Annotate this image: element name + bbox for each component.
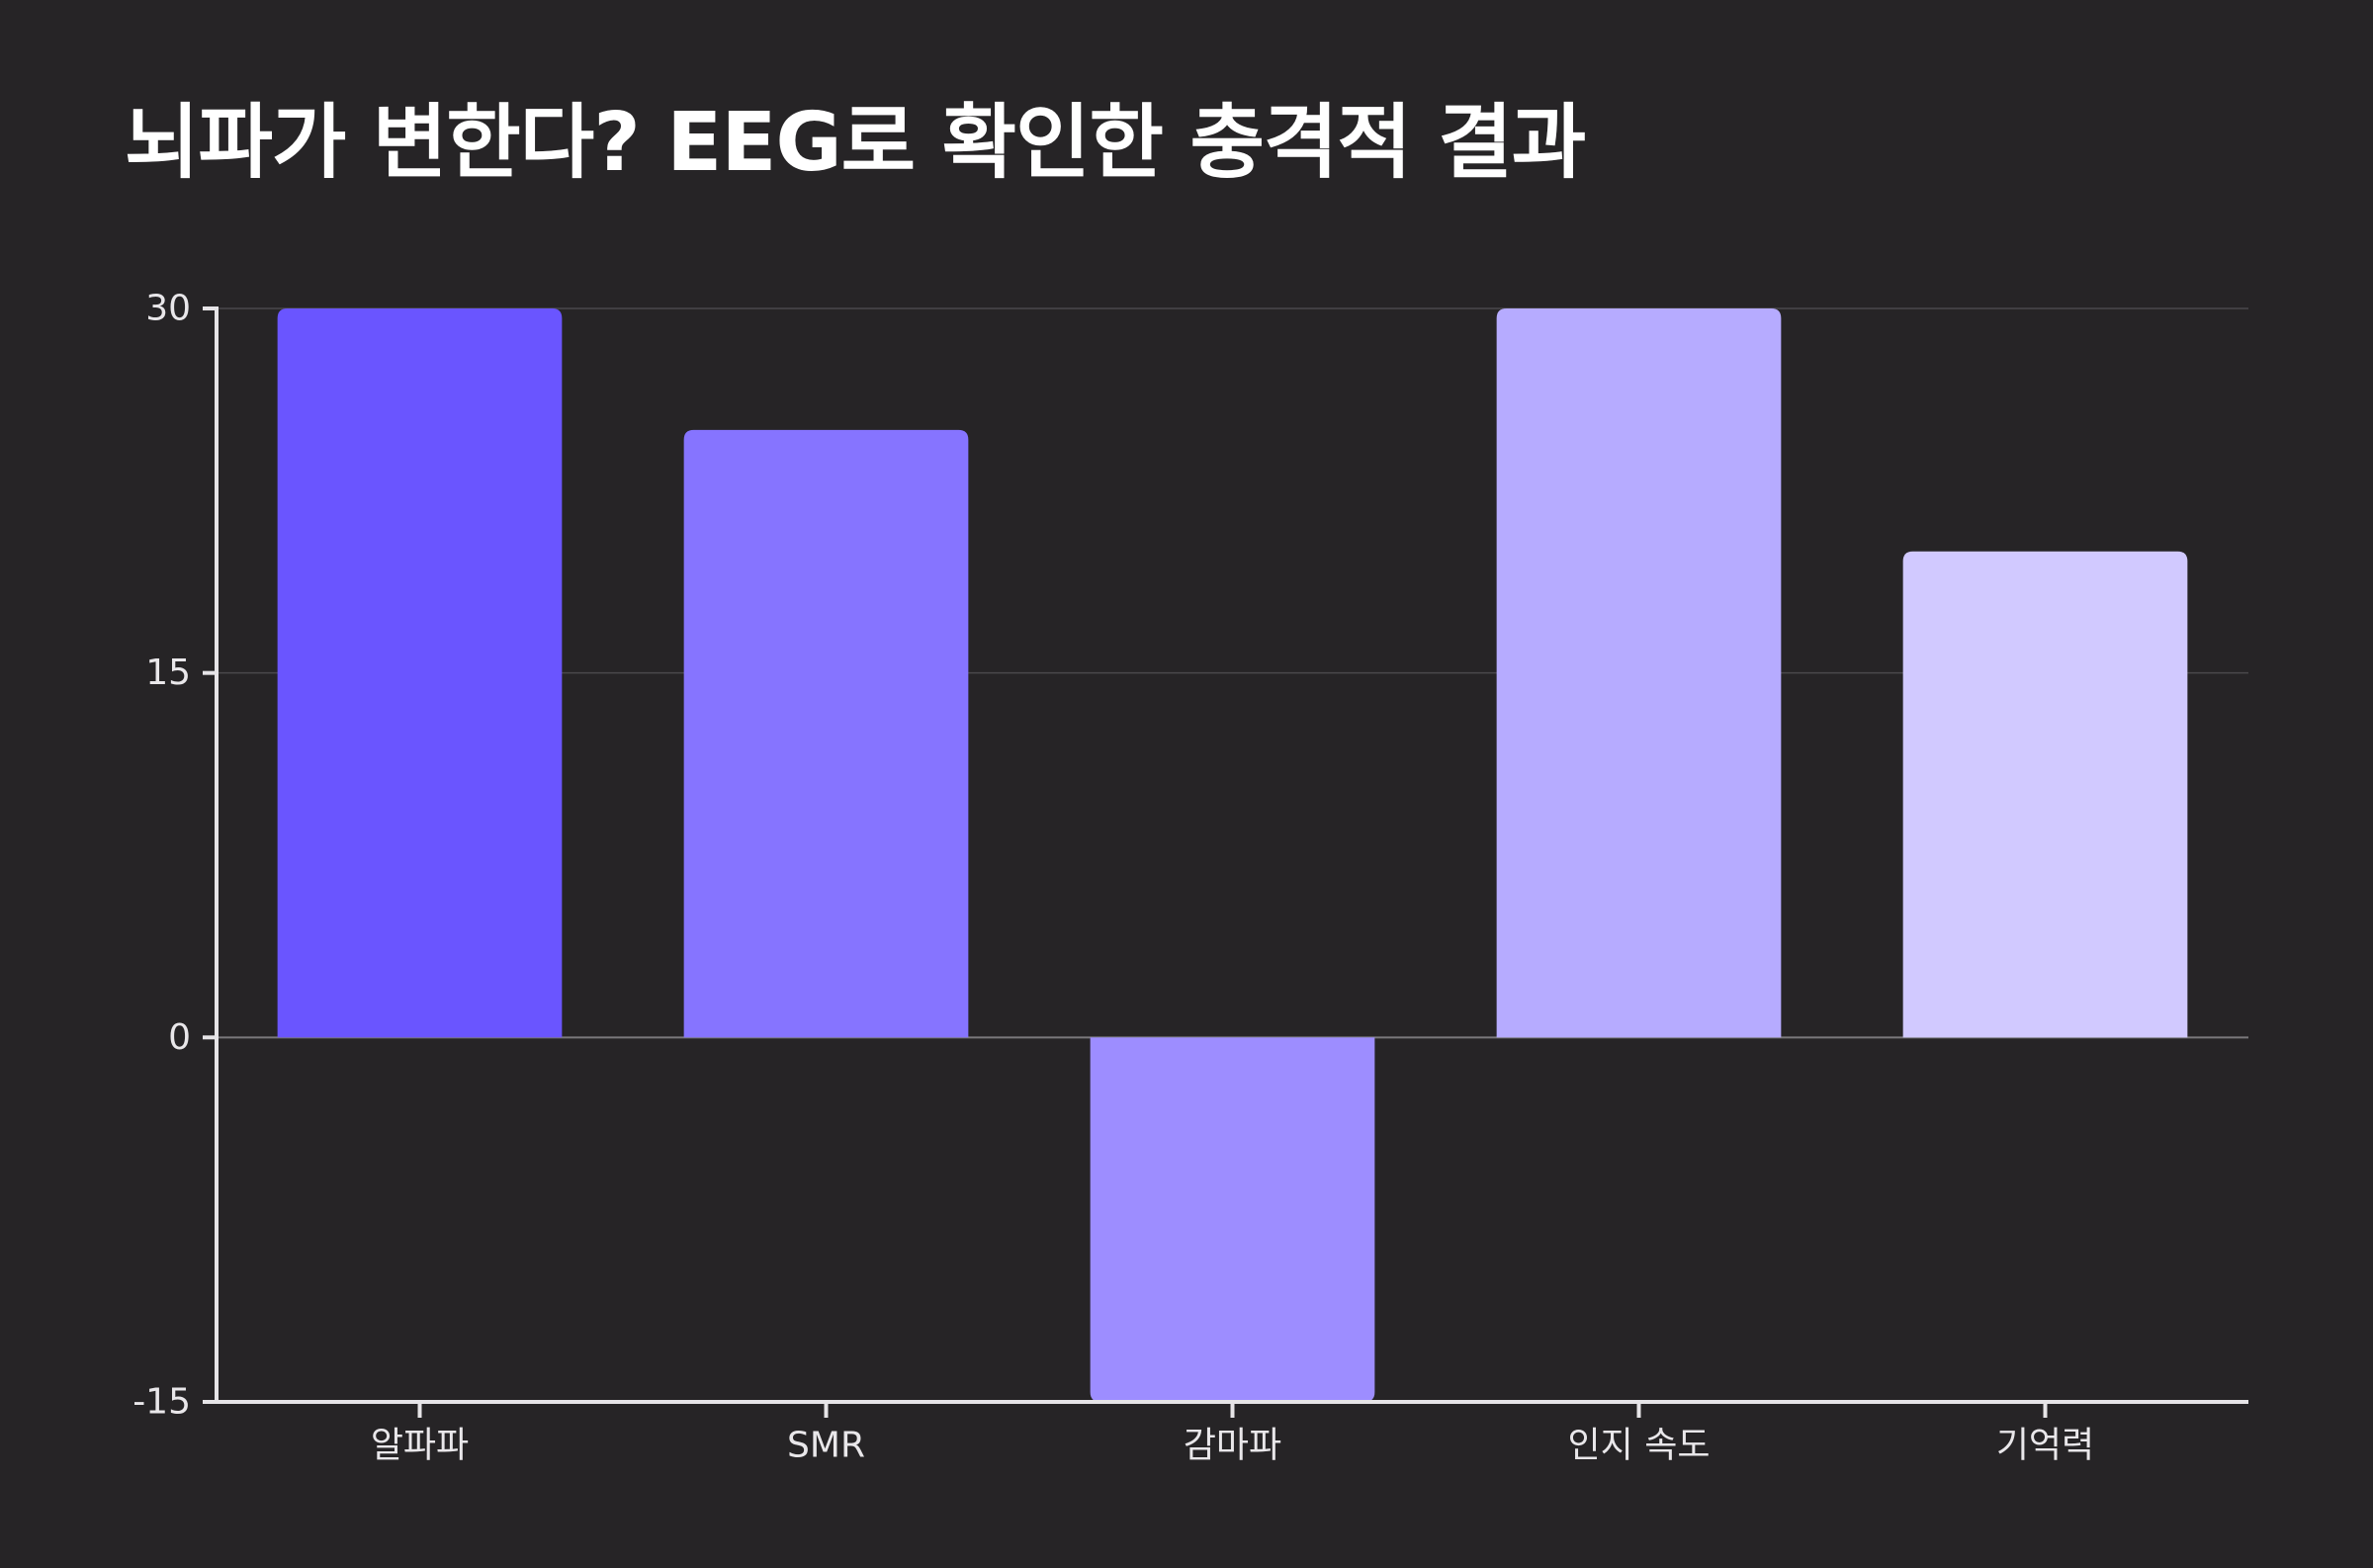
y-tick-label: 15 bbox=[145, 653, 191, 693]
x-tick-label: 알파파 bbox=[371, 1426, 469, 1466]
tick-labels: 30 15 0 -15 알파파 SMR 감마파 인지 속도 기억력 bbox=[132, 289, 2094, 1466]
axes bbox=[203, 306, 2248, 1418]
chart-title: 뇌파가 변한다? EEG로 확인한 충격적 결과 bbox=[125, 96, 1586, 190]
x-tick-label: 기억력 bbox=[1996, 1426, 2094, 1466]
x-tick-label: SMR bbox=[787, 1426, 865, 1466]
y-tick-label: -15 bbox=[132, 1382, 191, 1423]
x-tick-label: 인지 속도 bbox=[1568, 1426, 1711, 1466]
bar-2 bbox=[683, 429, 969, 1038]
bars bbox=[277, 308, 2188, 1402]
bar-4 bbox=[1496, 308, 1782, 1038]
y-tick-label: 0 bbox=[168, 1017, 191, 1058]
bar-3 bbox=[1090, 1037, 1375, 1402]
y-tick-label: 30 bbox=[145, 289, 191, 329]
bar-5 bbox=[1902, 551, 2188, 1038]
bar-1 bbox=[277, 308, 563, 1038]
x-tick-label: 감마파 bbox=[1184, 1426, 1281, 1466]
